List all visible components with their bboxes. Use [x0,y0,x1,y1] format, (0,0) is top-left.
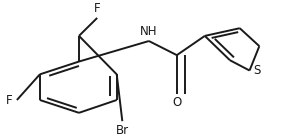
Text: Br: Br [116,124,129,137]
Text: O: O [172,96,182,109]
Text: F: F [94,2,101,15]
Text: NH: NH [140,25,158,39]
Text: S: S [254,64,261,77]
Text: F: F [6,94,13,106]
